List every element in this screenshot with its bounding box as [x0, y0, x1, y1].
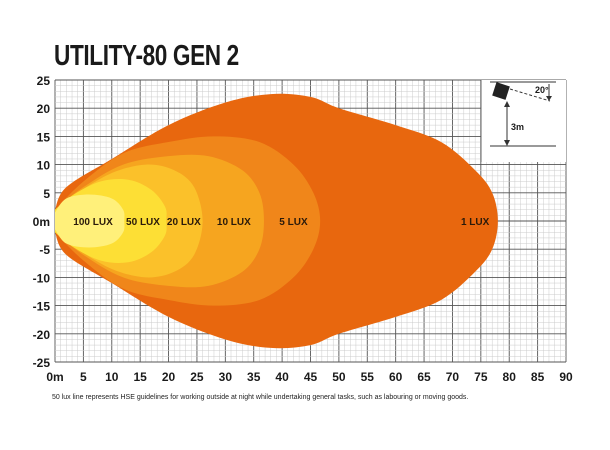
contour-label: 50 LUX	[126, 217, 160, 228]
contour-label: 5 LUX	[279, 217, 308, 228]
x-tick-label: 85	[531, 370, 545, 384]
y-tick-label: 15	[37, 130, 51, 144]
x-tick-label: 15	[133, 370, 147, 384]
x-tick-label: 65	[417, 370, 431, 384]
y-tick-label: -15	[33, 300, 51, 314]
y-tick-label: 20	[37, 102, 51, 116]
y-tick-label: 5	[43, 187, 50, 201]
y-tick-label: -25	[33, 356, 51, 370]
y-tick-label: 0m	[33, 215, 50, 229]
beam-angle-line	[509, 88, 551, 102]
y-tick-label: 10	[37, 159, 51, 173]
contour-label: 1 LUX	[461, 217, 490, 228]
contour-label: 100 LUX	[73, 217, 113, 228]
contour-100-lux	[55, 194, 125, 248]
contour-label: 10 LUX	[217, 217, 251, 228]
footnote: 50 lux line represents HSE guidelines fo…	[52, 394, 469, 401]
x-tick-label: 70	[446, 370, 460, 384]
mounting-inset: 20° 3m	[480, 80, 566, 162]
x-tick-label: 50	[332, 370, 346, 384]
x-tick-label: 75	[474, 370, 488, 384]
x-tick-label: 35	[247, 370, 261, 384]
y-tick-label: -20	[33, 328, 51, 342]
x-tick-label: 25	[190, 370, 204, 384]
x-tick-label: 30	[219, 370, 233, 384]
y-tick-label: -5	[39, 243, 50, 257]
height-label: 3m	[511, 122, 524, 132]
x-tick-label: 5	[80, 370, 87, 384]
y-tick-label: -10	[33, 271, 51, 285]
contour-label: 20 LUX	[167, 217, 201, 228]
y-tick-label: 25	[37, 74, 51, 88]
angle-label: 20°	[535, 85, 549, 95]
x-tick-label: 80	[503, 370, 517, 384]
x-tick-label: 45	[304, 370, 318, 384]
chart-title: UTILITY-80 GEN 2	[54, 40, 239, 72]
x-tick-label: 40	[275, 370, 289, 384]
x-tick-label: 55	[361, 370, 375, 384]
x-tick-label: 60	[389, 370, 403, 384]
x-tick-label: 20	[162, 370, 176, 384]
x-tick-label: 90	[559, 370, 573, 384]
light-bar-icon	[492, 82, 510, 100]
arrow-head-icon	[546, 96, 552, 101]
x-tick-label: 0m	[46, 370, 63, 384]
x-tick-label: 10	[105, 370, 119, 384]
